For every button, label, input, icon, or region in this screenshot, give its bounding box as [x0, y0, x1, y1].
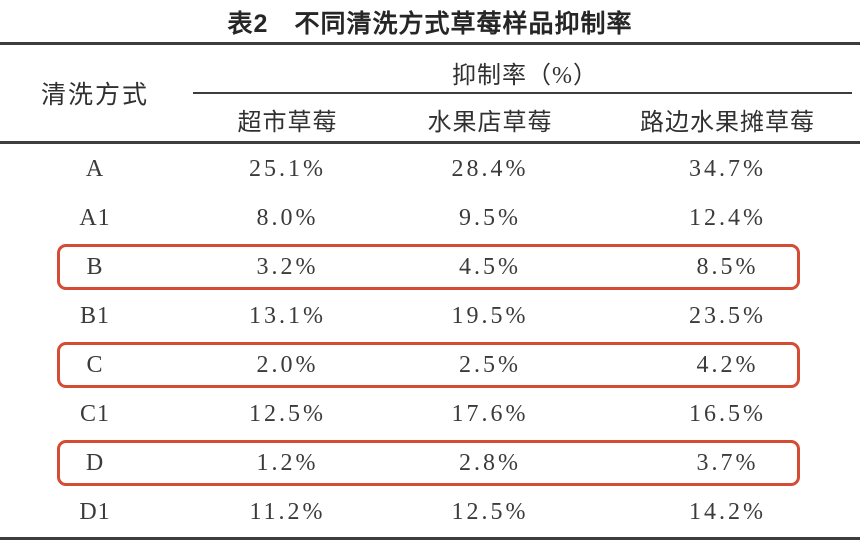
column-header-cleaning-method: 清洗方式 — [40, 81, 149, 109]
row-value-fruit-shop: 2.8% — [459, 450, 521, 476]
row-value-fruit-shop: 28.4% — [451, 156, 529, 182]
bottom-rule — [0, 537, 860, 540]
row-value-fruit-shop: 2.5% — [459, 352, 521, 378]
row-method-label: C — [86, 352, 104, 378]
row-value-supermarket: 8.0% — [256, 205, 319, 231]
row-value-supermarket: 3.2% — [256, 254, 319, 280]
column-header-supermarket: 超市草莓 — [237, 109, 338, 136]
row-value-roadside-stand: 3.7% — [696, 450, 759, 476]
row-value-fruit-shop: 19.5% — [451, 303, 529, 329]
row-value-roadside-stand: 16.5% — [689, 401, 766, 427]
table-body: A 25.1% 28.4% 34.7% A1 8.0% 9.5% 12.4% B… — [0, 145, 860, 537]
table-row: A1 8.0% 9.5% 12.4% — [0, 194, 860, 243]
sub-header-row: 超市草莓 水果店草莓 路边水果摊草莓 — [190, 97, 860, 141]
row-method-label: C1 — [79, 401, 110, 427]
row-value-roadside-stand: 23.5% — [689, 303, 766, 329]
row-value-supermarket: 12.5% — [249, 401, 326, 427]
row-value-roadside-stand: 14.2% — [689, 499, 766, 525]
table-row: D 1.2% 2.8% 3.7% — [0, 439, 860, 488]
row-value-roadside-stand: 34.7% — [689, 156, 766, 182]
table-row: A 25.1% 28.4% 34.7% — [0, 145, 860, 194]
row-value-roadside-stand: 4.2% — [696, 352, 759, 378]
row-value-fruit-shop: 4.5% — [459, 254, 521, 280]
top-rule — [0, 42, 860, 45]
column-header-fruit-shop: 水果店草莓 — [427, 109, 553, 136]
row-method-label: B — [86, 254, 104, 280]
row-value-fruit-shop: 9.5% — [459, 205, 521, 231]
table-row: C1 12.5% 17.6% 16.5% — [0, 390, 860, 439]
row-method-label: D1 — [79, 499, 111, 525]
row-value-fruit-shop: 17.6% — [451, 401, 529, 427]
row-value-supermarket: 2.0% — [256, 352, 319, 378]
table-row: D1 11.2% 12.5% 14.2% — [0, 488, 860, 537]
row-value-roadside-stand: 8.5% — [696, 254, 759, 280]
column-header-roadside-stand: 路边水果摊草莓 — [640, 109, 815, 136]
span-header-inhibition-rate: 抑制率（%） — [452, 63, 598, 89]
span-header-rule — [193, 92, 852, 94]
row-value-fruit-shop: 12.5% — [451, 499, 529, 525]
table-row: C 2.0% 2.5% 4.2% — [0, 341, 860, 390]
row-value-supermarket: 13.1% — [249, 303, 326, 329]
row-method-label: B1 — [79, 303, 110, 329]
row-value-supermarket: 1.2% — [256, 450, 319, 476]
table-row: B 3.2% 4.5% 8.5% — [0, 243, 860, 292]
row-method-label: D — [85, 450, 105, 476]
header-bottom-rule — [0, 141, 860, 144]
table-row: B1 13.1% 19.5% 23.5% — [0, 292, 860, 341]
row-value-supermarket: 25.1% — [249, 156, 326, 182]
row-value-roadside-stand: 12.4% — [689, 205, 766, 231]
row-method-label: A — [85, 156, 105, 182]
table-title: 表2 不同清洗方式草莓样品抑制率 — [227, 10, 633, 38]
row-value-supermarket: 11.2% — [249, 499, 326, 525]
row-method-label: A1 — [79, 205, 111, 231]
